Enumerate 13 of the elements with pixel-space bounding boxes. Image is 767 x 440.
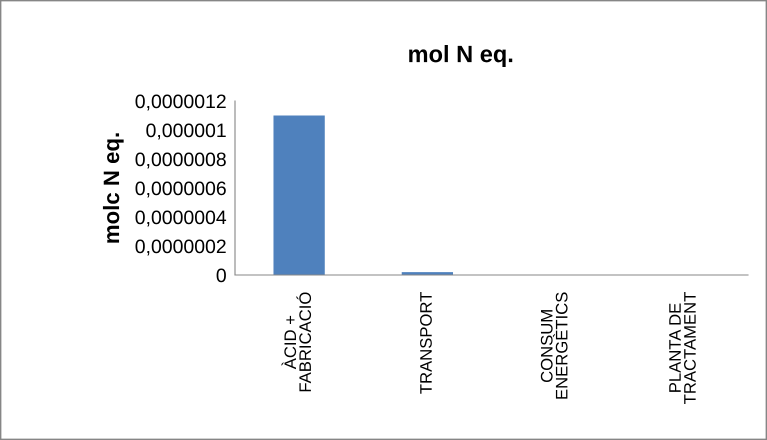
x-tick-label: PLANTA DE TRACTAMENT [669, 292, 696, 404]
y-tick-label: 0,0000004 [136, 210, 226, 227]
x-tick-label: TRANSPORT [420, 292, 432, 394]
y-tick-label: 0,000001 [146, 123, 226, 140]
y-tick-label: 0,0000012 [136, 94, 226, 111]
x-tick-label: ÀCID + FABRICACIÓ [282, 292, 312, 392]
y-axis-title: molc N eq. [102, 133, 124, 243]
y-tick-label: 0,0000006 [136, 181, 226, 198]
x-tick-label: CONSUM ENERGÈTICS [540, 292, 568, 399]
chart-title: mol N eq. [409, 45, 512, 68]
y-tick-label: 0,0000002 [136, 239, 226, 256]
y-tick-label: 0,0000008 [136, 152, 226, 169]
y-tick-label: 0 [216, 268, 226, 282]
